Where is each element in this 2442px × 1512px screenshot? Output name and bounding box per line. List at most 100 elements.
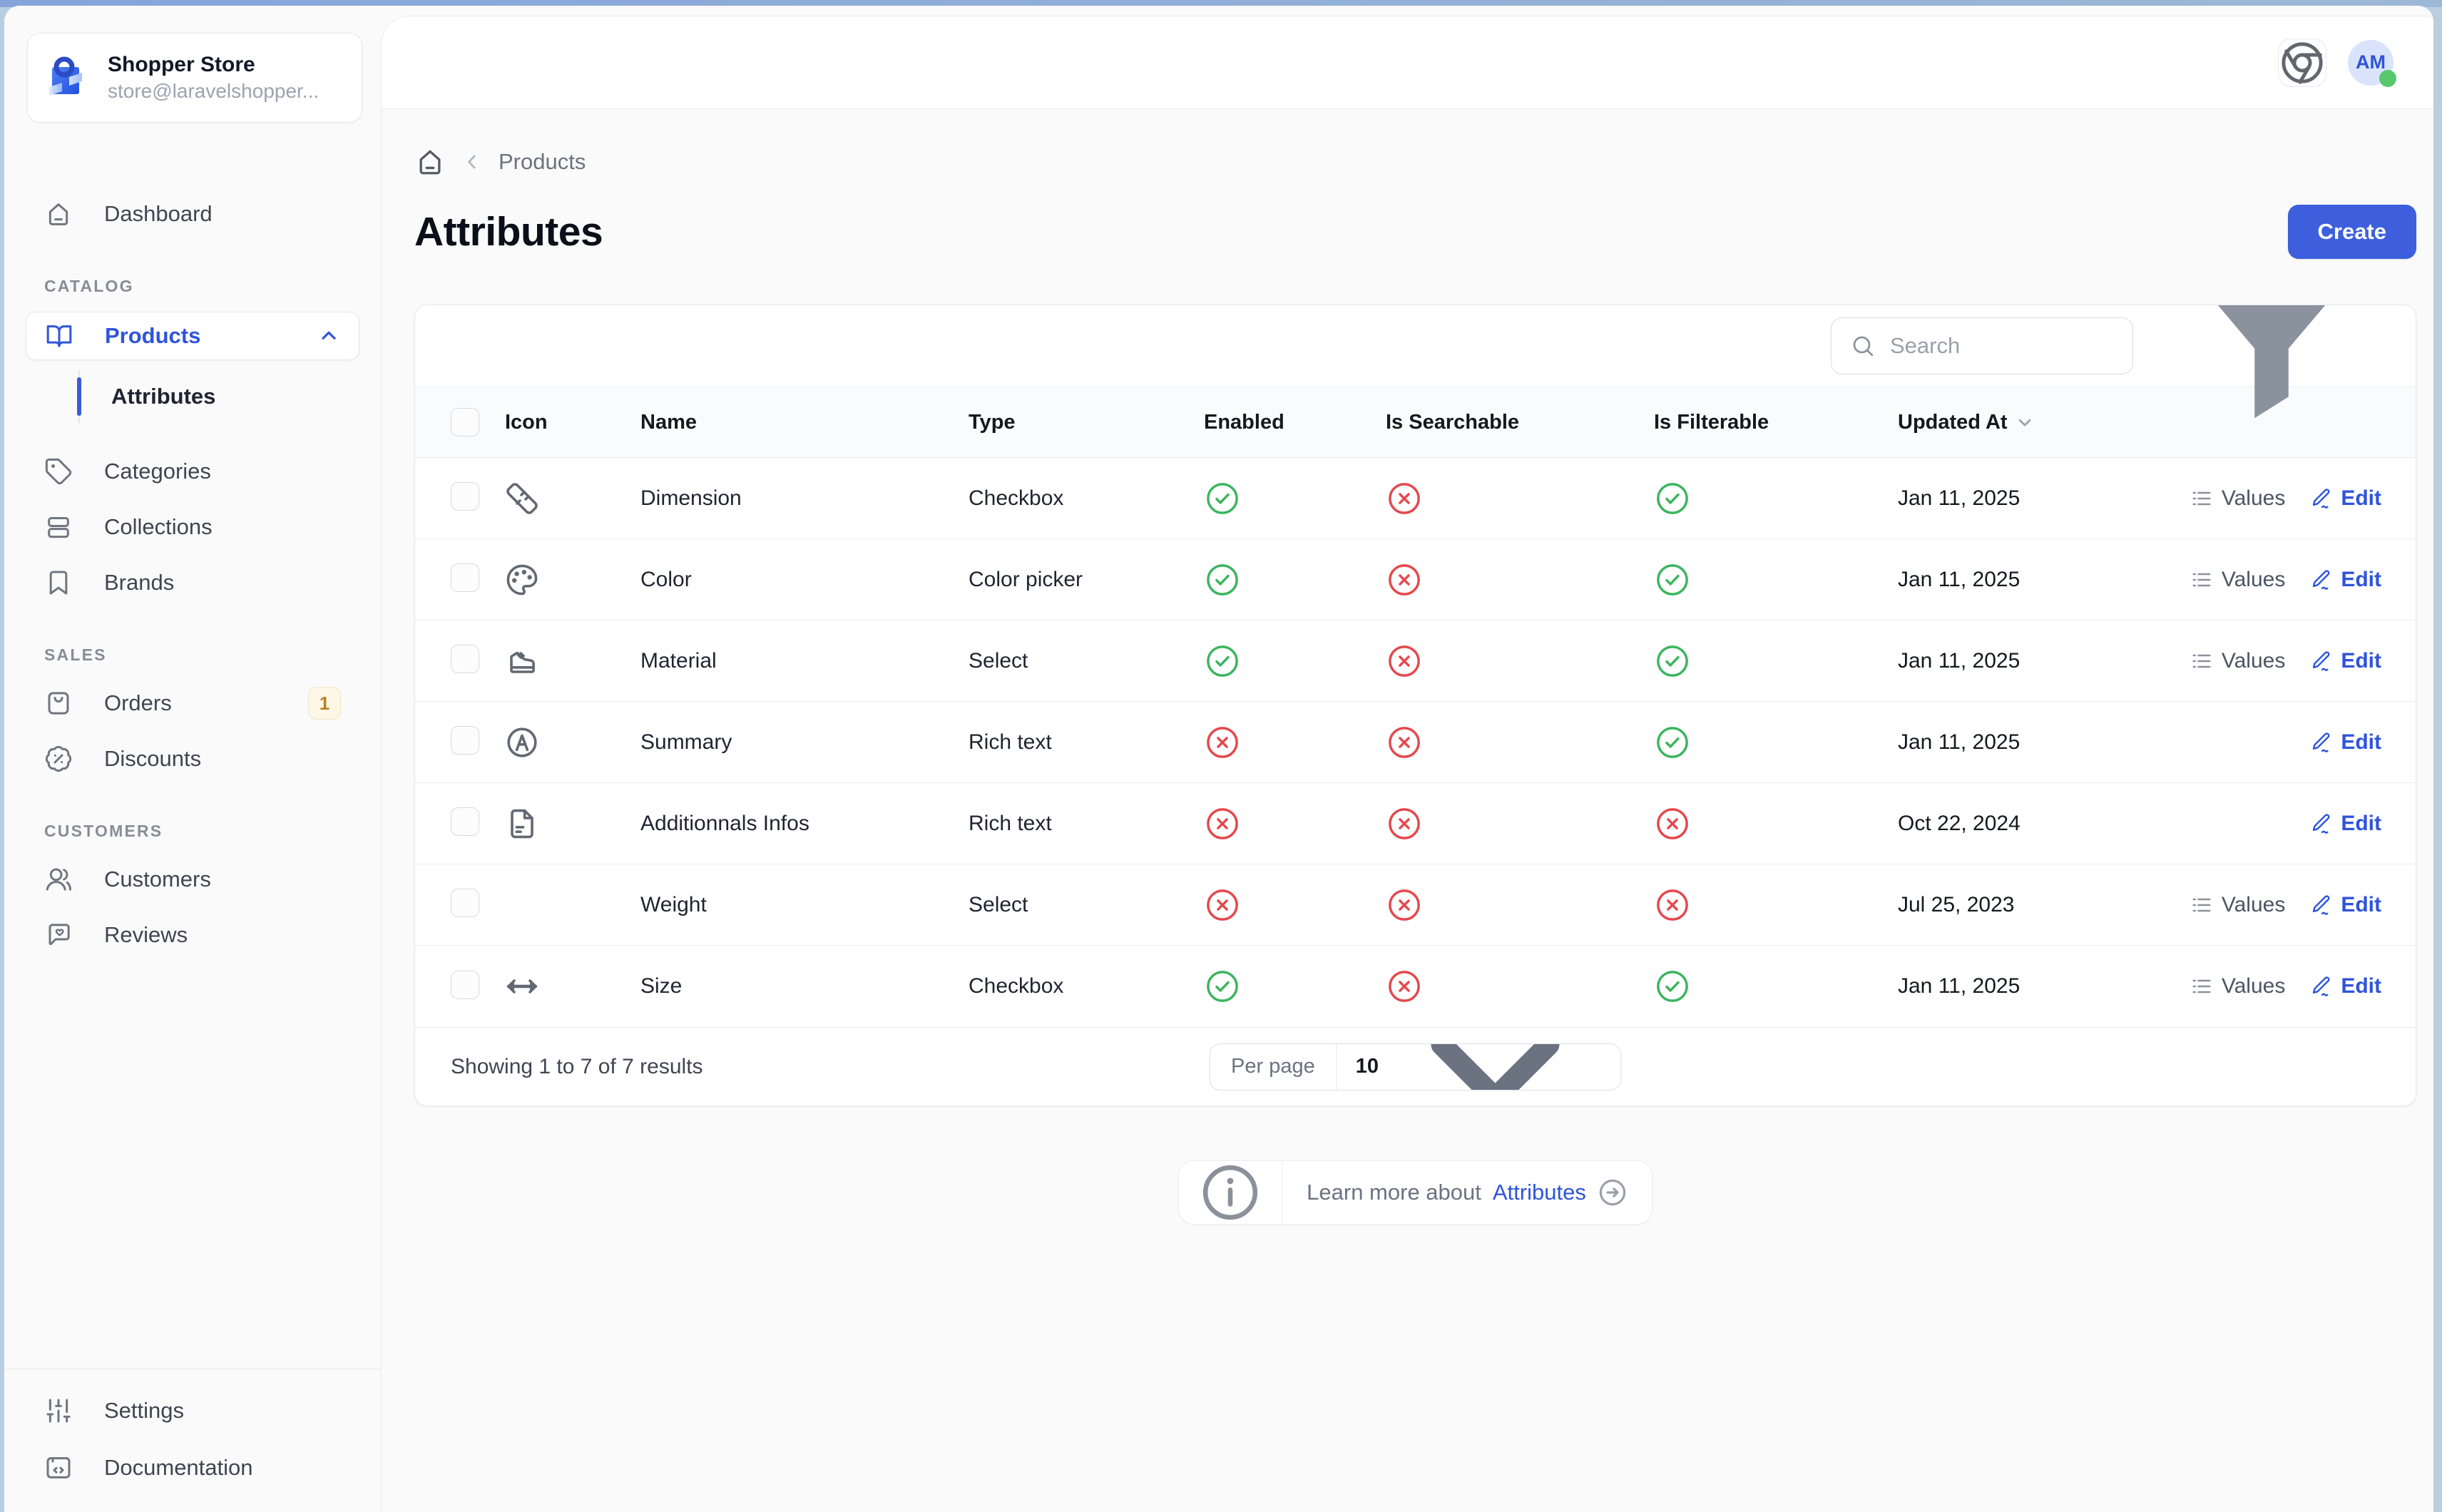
edit-link[interactable]: Edit [2309,568,2381,592]
row-checkbox[interactable] [451,726,479,755]
row-checkbox[interactable] [451,971,479,999]
rows-icon [44,513,73,541]
sidebar-item-collections[interactable]: Collections [26,504,359,550]
x-circle-icon [1386,968,1423,1005]
title-row: Attributes Create [414,205,2416,259]
sidebar-item-attributes[interactable]: Attributes [80,376,359,417]
store-info: Shopper Store store@laravelshopper... [108,51,319,104]
x-circle-icon [1386,887,1423,924]
learn-more-wrap: Learn more about Attributes [414,1160,2416,1225]
header-checkbox-cell [451,408,505,436]
values-link[interactable]: Values [2190,568,2286,592]
sidebar-item-reviews[interactable]: Reviews [26,912,359,958]
attributes-table-card: 0 Icon Name Type Enabled Is Searchable I… [414,305,2416,1106]
attribute-type: Checkbox [969,974,1204,998]
attribute-name: Material [640,649,969,673]
results-summary: Showing 1 to 7 of 7 results [451,1055,703,1079]
sidebar-bottom: Settings Documentation [4,1369,381,1512]
row-checkbox[interactable] [451,889,479,917]
online-status-dot [2379,70,2396,87]
check-circle-icon [1654,561,1691,598]
list-icon [2190,650,2213,673]
window-code-icon [44,1454,73,1482]
sidebar-nav: Dashboard CATALOG Products Attributes Ca… [4,191,381,958]
learn-more-text: Learn more about [1307,1180,1481,1205]
tag-icon [44,457,73,486]
attribute-type: Select [969,649,1204,673]
row-checkbox[interactable] [451,807,479,836]
home-icon[interactable] [414,146,446,178]
x-circle-icon [1386,724,1423,761]
filterable-status [1654,480,1898,517]
sidebar-item-brands[interactable]: Brands [26,560,359,606]
check-circle-icon [1204,968,1241,1005]
edit-link[interactable]: Edit [2309,649,2381,673]
arrow-right-circle-icon[interactable] [1598,1178,1628,1207]
pen-icon [2309,975,2332,998]
attribute-type: Rich text [969,730,1204,755]
values-link[interactable]: Values [2190,974,2286,998]
edit-link[interactable]: Edit [2309,893,2381,917]
header-icon: Icon [505,411,640,434]
chrome-icon [2279,39,2326,86]
filterable-status [1654,561,1898,598]
values-link[interactable]: Values [2190,649,2286,673]
searchable-status [1386,480,1654,517]
x-circle-icon [1204,887,1241,924]
updated-at: Jul 25, 2023 [1898,893,2190,917]
sidebar-item-products[interactable]: Products [26,312,359,360]
breadcrumb-products[interactable]: Products [499,149,586,175]
updated-at: Jan 11, 2025 [1898,486,2190,511]
sidebar-item-categories[interactable]: Categories [26,449,359,494]
table-row: Dimension Checkbox Jan 11, 2025 Values E… [415,458,2416,539]
filter-button[interactable]: 0 [2165,305,2379,453]
message-heart-icon [44,921,73,949]
browser-button[interactable] [2278,39,2326,87]
edit-link[interactable]: Edit [2309,730,2381,755]
header-enabled: Enabled [1204,411,1386,434]
table-body: Dimension Checkbox Jan 11, 2025 Values E… [415,458,2416,1027]
edit-link[interactable]: Edit [2309,486,2381,511]
sidebar-item-documentation[interactable]: Documentation [26,1445,359,1491]
row-checkbox[interactable] [451,482,479,511]
sidebar-item-settings[interactable]: Settings [26,1388,359,1434]
searchable-status [1386,561,1654,598]
store-switcher[interactable]: Shopper Store store@laravelshopper... [27,33,362,123]
check-circle-icon [1204,643,1241,680]
sidebar-item-customers[interactable]: Customers [26,857,359,902]
sidebar-item-dashboard[interactable]: Dashboard [26,191,359,237]
row-checkbox[interactable] [451,645,479,673]
edit-link[interactable]: Edit [2309,812,2381,836]
table-row: Additionnals Infos Rich text Oct 22, 202… [415,783,2416,864]
values-link[interactable]: Values [2190,893,2286,917]
attribute-type: Select [969,893,1204,917]
per-page-label: Per page [1210,1044,1337,1090]
per-page-select[interactable]: Per page 10 [1209,1043,1622,1090]
avatar-initials: AM [2356,51,2386,73]
create-button[interactable]: Create [2288,205,2417,259]
table-row: Material Select Jan 11, 2025 Values Edit [415,620,2416,702]
filterable-status [1654,805,1898,842]
user-avatar[interactable]: AM [2348,40,2394,86]
row-checkbox[interactable] [451,563,479,592]
enabled-status [1204,968,1386,1005]
section-heading-sales: SALES [26,645,359,665]
x-circle-icon [1204,805,1241,842]
attribute-name: Size [640,974,969,998]
sort-chevron-down-icon[interactable] [2015,412,2035,432]
attribute-name: Summary [640,730,969,755]
header-type: Type [969,411,1204,434]
products-subnav: Attributes [78,370,359,423]
enabled-status [1204,561,1386,598]
table-footer: Showing 1 to 7 of 7 results Per page 10 [415,1027,2416,1105]
edit-link[interactable]: Edit [2309,974,2381,998]
learn-more-link[interactable]: Attributes [1493,1180,1586,1205]
sidebar-item-orders[interactable]: Orders 1 [26,680,359,726]
values-link[interactable]: Values [2190,486,2286,511]
table-toolbar: 0 [415,305,2416,387]
x-circle-icon [1204,724,1241,761]
per-page-value: 10 [1356,1055,1379,1078]
search-input[interactable] [1890,333,2114,359]
select-all-checkbox[interactable] [451,408,479,436]
sidebar-item-discounts[interactable]: Discounts [26,736,359,782]
